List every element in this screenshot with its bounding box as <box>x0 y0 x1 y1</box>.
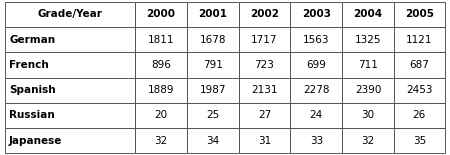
Bar <box>394 128 445 153</box>
Bar <box>394 52 445 78</box>
Bar <box>187 128 239 153</box>
Text: 1811: 1811 <box>148 35 174 45</box>
Text: 896: 896 <box>151 60 171 70</box>
Bar <box>187 27 239 52</box>
Bar <box>290 2 342 27</box>
Text: French: French <box>9 60 49 70</box>
Text: 32: 32 <box>154 135 167 146</box>
Text: 1563: 1563 <box>303 35 329 45</box>
Text: 711: 711 <box>358 60 378 70</box>
Text: 1325: 1325 <box>355 35 382 45</box>
Text: Russian: Russian <box>9 110 55 120</box>
Bar <box>135 103 187 128</box>
Bar <box>342 128 394 153</box>
Bar <box>238 128 290 153</box>
Text: 2003: 2003 <box>302 9 331 20</box>
Text: 31: 31 <box>258 135 271 146</box>
Bar <box>342 52 394 78</box>
Bar <box>5 128 135 153</box>
Text: 723: 723 <box>255 60 274 70</box>
Bar <box>238 2 290 27</box>
Text: 26: 26 <box>413 110 426 120</box>
Bar <box>187 103 239 128</box>
Text: Japanese: Japanese <box>9 135 63 146</box>
Bar <box>238 103 290 128</box>
Text: 2131: 2131 <box>251 85 278 95</box>
Text: 1121: 1121 <box>406 35 432 45</box>
Text: 33: 33 <box>310 135 323 146</box>
Bar <box>135 2 187 27</box>
Text: 1717: 1717 <box>251 35 278 45</box>
Bar <box>290 103 342 128</box>
Bar <box>5 27 135 52</box>
Bar <box>290 78 342 103</box>
Text: Spanish: Spanish <box>9 85 56 95</box>
Text: 32: 32 <box>361 135 375 146</box>
Bar <box>135 128 187 153</box>
Bar <box>394 2 445 27</box>
Text: 699: 699 <box>306 60 326 70</box>
Bar <box>290 52 342 78</box>
Text: 1987: 1987 <box>199 85 226 95</box>
Text: 25: 25 <box>206 110 219 120</box>
Text: 2453: 2453 <box>406 85 432 95</box>
Bar <box>342 27 394 52</box>
Bar <box>5 78 135 103</box>
Bar <box>187 78 239 103</box>
Text: 24: 24 <box>310 110 323 120</box>
Bar <box>135 52 187 78</box>
Bar <box>342 103 394 128</box>
Text: German: German <box>9 35 55 45</box>
Bar <box>5 103 135 128</box>
Text: 2004: 2004 <box>354 9 383 20</box>
Text: 2278: 2278 <box>303 85 329 95</box>
Text: 2005: 2005 <box>405 9 434 20</box>
Bar <box>238 27 290 52</box>
Text: 2000: 2000 <box>146 9 176 20</box>
Text: 2390: 2390 <box>355 85 381 95</box>
Text: Grade/Year: Grade/Year <box>38 9 103 20</box>
Bar <box>342 78 394 103</box>
Bar <box>342 2 394 27</box>
Text: 791: 791 <box>203 60 223 70</box>
Bar <box>187 52 239 78</box>
Text: 1678: 1678 <box>199 35 226 45</box>
Text: 20: 20 <box>154 110 167 120</box>
Text: 27: 27 <box>258 110 271 120</box>
Text: 2001: 2001 <box>198 9 227 20</box>
Text: 1889: 1889 <box>148 85 174 95</box>
Bar <box>238 78 290 103</box>
Text: 2002: 2002 <box>250 9 279 20</box>
Bar <box>238 52 290 78</box>
Bar <box>394 78 445 103</box>
Bar <box>290 27 342 52</box>
Text: 35: 35 <box>413 135 426 146</box>
Bar <box>135 78 187 103</box>
Bar <box>187 2 239 27</box>
Bar <box>394 27 445 52</box>
Text: 687: 687 <box>410 60 429 70</box>
Text: 34: 34 <box>206 135 219 146</box>
Bar <box>5 2 135 27</box>
Bar <box>135 27 187 52</box>
Text: 30: 30 <box>362 110 375 120</box>
Bar <box>290 128 342 153</box>
Bar <box>5 52 135 78</box>
Bar <box>394 103 445 128</box>
